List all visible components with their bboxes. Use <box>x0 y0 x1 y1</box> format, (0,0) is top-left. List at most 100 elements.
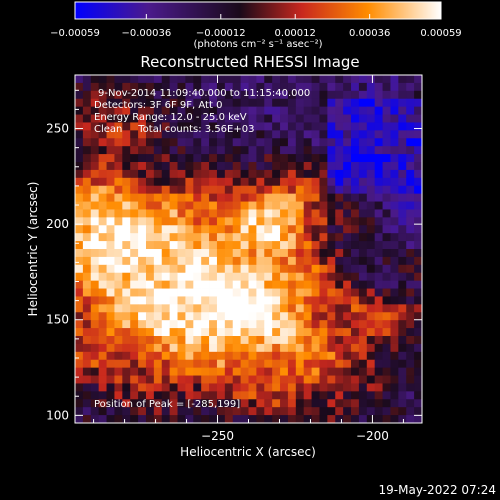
heatmap-cell <box>358 359 368 369</box>
heatmap-cell <box>153 185 163 195</box>
heatmap-cell <box>185 383 194 392</box>
heatmap-cell <box>106 225 115 234</box>
heatmap-cell <box>138 138 147 147</box>
heatmap-cell <box>264 193 273 202</box>
heatmap-cell <box>351 169 360 179</box>
heatmap-cell <box>185 122 194 131</box>
heatmap-cell <box>82 343 92 353</box>
heatmap-cell <box>287 106 297 115</box>
heatmap-cell <box>75 138 84 147</box>
heatmap-cell <box>303 407 312 416</box>
heatmap-cell <box>406 328 415 337</box>
heatmap-cell <box>185 407 194 416</box>
heatmap-cell <box>169 106 178 115</box>
heatmap-cell <box>303 399 312 408</box>
heatmap-cell <box>311 241 320 250</box>
heatmap-cell <box>114 98 123 108</box>
heatmap-cell <box>295 201 305 210</box>
heatmap-cell <box>224 241 234 250</box>
heatmap-cell <box>240 241 249 250</box>
heatmap-cell <box>161 193 171 202</box>
heatmap-cell <box>256 225 265 234</box>
heatmap-cell <box>106 114 115 123</box>
heatmap-cell <box>335 320 344 329</box>
heatmap-cell <box>287 201 297 210</box>
heatmap-cell <box>319 162 328 171</box>
heatmap-cell <box>216 114 226 123</box>
heatmap-cell <box>216 75 226 84</box>
heatmap-cell <box>327 185 336 195</box>
heatmap-cell <box>185 75 194 84</box>
heatmap-cell <box>280 217 289 226</box>
heatmap-cell <box>122 98 131 108</box>
heatmap-cell <box>169 162 178 171</box>
heatmap-cell <box>358 82 368 92</box>
heatmap-cell <box>366 75 376 84</box>
heatmap-cell <box>138 169 147 179</box>
heatmap-cell <box>122 375 131 384</box>
heatmap-cell <box>287 82 297 92</box>
heatmap-cell <box>303 249 312 258</box>
heatmap-cell <box>287 367 297 376</box>
heatmap-cell <box>374 185 383 195</box>
heatmap-cell <box>343 264 352 274</box>
heatmap-cell <box>287 154 297 163</box>
heatmap-cell <box>272 383 281 392</box>
heatmap-cell <box>327 146 336 155</box>
heatmap-cell <box>311 304 320 313</box>
heatmap-cell <box>130 343 139 353</box>
heatmap-cell <box>311 272 320 282</box>
heatmap-cell <box>75 312 84 321</box>
heatmap-cell <box>90 193 100 202</box>
heatmap-cell <box>382 415 391 423</box>
heatmap-cell <box>280 75 289 84</box>
heatmap-cell <box>256 177 265 187</box>
heatmap-cell <box>177 375 186 384</box>
heatmap-cell <box>90 138 100 147</box>
heatmap-cell <box>106 391 115 400</box>
heatmap-cell <box>216 336 226 345</box>
heatmap-cell <box>209 201 218 210</box>
heatmap-cell <box>351 391 360 400</box>
heatmap-cell <box>374 75 383 84</box>
colorbar-tick-label: −0.00036 <box>121 28 171 39</box>
heatmap-cell <box>185 114 194 123</box>
heatmap-cell <box>287 264 297 274</box>
heatmap-cell <box>335 225 344 234</box>
heatmap-cell <box>280 359 289 369</box>
heatmap-cell <box>161 383 171 392</box>
heatmap-cell <box>264 233 273 242</box>
heatmap-cell <box>335 296 344 305</box>
heatmap-cell <box>90 249 100 258</box>
heatmap-cell <box>335 343 344 353</box>
heatmap-cell <box>193 280 202 289</box>
heatmap-cell <box>240 82 249 92</box>
heatmap-cell <box>264 130 273 139</box>
heatmap-cell <box>272 296 281 305</box>
heatmap-cell <box>390 407 399 416</box>
heatmap-cell <box>232 383 242 392</box>
heatmap-cell <box>169 241 178 250</box>
heatmap-cell <box>358 185 368 195</box>
heatmap-cell <box>390 225 399 234</box>
heatmap-cell <box>303 375 312 384</box>
heatmap-cell <box>280 177 289 187</box>
heatmap-cell <box>335 138 344 147</box>
heatmap-cell <box>216 201 226 210</box>
heatmap-cell <box>248 375 257 384</box>
heatmap-cell <box>177 233 186 242</box>
heatmap-cell <box>366 201 376 210</box>
heatmap-cell <box>358 106 368 115</box>
heatmap-cell <box>319 154 328 163</box>
heatmap-cell <box>216 209 226 218</box>
heatmap-cell <box>161 233 171 242</box>
heatmap-cell <box>414 98 422 108</box>
heatmap-cell <box>169 312 178 321</box>
heatmap-cell <box>90 264 100 274</box>
heatmap-cell <box>366 233 376 242</box>
heatmap-cell <box>161 328 171 337</box>
heatmap-cell <box>256 343 265 353</box>
heatmap-cell <box>177 391 186 400</box>
heatmap-cell <box>106 399 115 408</box>
heatmap-cell <box>414 280 422 289</box>
